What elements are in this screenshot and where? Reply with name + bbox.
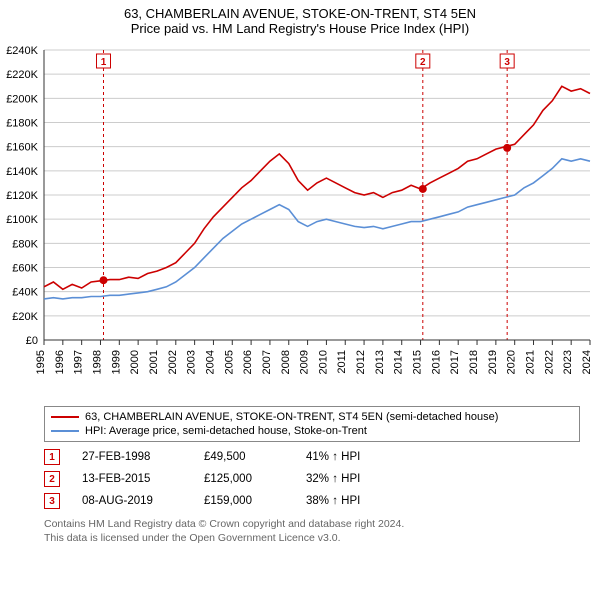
svg-text:£100K: £100K <box>6 214 38 226</box>
svg-text:£160K: £160K <box>6 142 38 154</box>
sale-hpi: 32% ↑ HPI <box>306 473 396 485</box>
svg-text:1996: 1996 <box>54 350 66 374</box>
sale-date: 13-FEB-2015 <box>82 473 182 485</box>
sale-hpi: 41% ↑ HPI <box>306 451 396 463</box>
svg-text:1995: 1995 <box>35 350 47 374</box>
legend-box: 63, CHAMBERLAIN AVENUE, STOKE-ON-TRENT, … <box>44 406 580 442</box>
svg-text:2008: 2008 <box>280 350 292 374</box>
svg-text:£0: £0 <box>26 335 38 347</box>
svg-text:2009: 2009 <box>299 350 311 374</box>
sale-row: 3 08-AUG-2019 £159,000 38% ↑ HPI <box>44 490 580 512</box>
svg-text:£80K: £80K <box>12 238 38 250</box>
footer-line: Contains HM Land Registry data © Crown c… <box>44 518 580 532</box>
sale-date: 08-AUG-2019 <box>82 495 182 507</box>
svg-text:2020: 2020 <box>506 350 518 374</box>
svg-text:2004: 2004 <box>204 350 216 374</box>
svg-text:2011: 2011 <box>336 350 348 374</box>
sale-date: 27-FEB-1998 <box>82 451 182 463</box>
sale-price: £159,000 <box>204 495 284 507</box>
svg-text:2012: 2012 <box>355 350 367 374</box>
legend-label-hpi: HPI: Average price, semi-detached house,… <box>85 425 367 437</box>
svg-text:2005: 2005 <box>223 350 235 374</box>
svg-text:£20K: £20K <box>12 311 38 323</box>
svg-text:2000: 2000 <box>129 350 141 374</box>
svg-text:2017: 2017 <box>449 350 461 374</box>
legend-row-hpi: HPI: Average price, semi-detached house,… <box>51 424 573 438</box>
sale-row: 1 27-FEB-1998 £49,500 41% ↑ HPI <box>44 446 580 468</box>
chart-title: 63, CHAMBERLAIN AVENUE, STOKE-ON-TRENT, … <box>0 0 600 21</box>
legend-swatch-hpi <box>51 430 79 432</box>
svg-text:2006: 2006 <box>242 350 254 374</box>
sale-hpi: 38% ↑ HPI <box>306 495 396 507</box>
svg-text:2010: 2010 <box>317 350 329 374</box>
svg-text:2013: 2013 <box>374 350 386 374</box>
legend-row-property: 63, CHAMBERLAIN AVENUE, STOKE-ON-TRENT, … <box>51 410 573 424</box>
sale-badge: 3 <box>44 493 60 509</box>
svg-text:2015: 2015 <box>412 350 424 374</box>
footer-attribution: Contains HM Land Registry data © Crown c… <box>44 518 580 545</box>
svg-text:2022: 2022 <box>543 350 555 374</box>
sale-badge: 2 <box>44 471 60 487</box>
svg-text:2: 2 <box>420 57 426 68</box>
svg-text:1999: 1999 <box>110 350 122 374</box>
svg-text:2021: 2021 <box>525 350 537 374</box>
svg-text:2007: 2007 <box>261 350 273 374</box>
chart-card: 63, CHAMBERLAIN AVENUE, STOKE-ON-TRENT, … <box>0 0 600 545</box>
svg-text:1: 1 <box>101 57 107 68</box>
sale-price: £125,000 <box>204 473 284 485</box>
footer-line: This data is licensed under the Open Gov… <box>44 532 580 546</box>
svg-text:£60K: £60K <box>12 263 38 275</box>
sale-row: 2 13-FEB-2015 £125,000 32% ↑ HPI <box>44 468 580 490</box>
svg-text:2019: 2019 <box>487 350 499 374</box>
svg-text:2023: 2023 <box>562 350 574 374</box>
svg-text:1998: 1998 <box>91 350 103 374</box>
legend-label-property: 63, CHAMBERLAIN AVENUE, STOKE-ON-TRENT, … <box>85 411 498 423</box>
line-chart-svg: £0 £20K £40K £60K £80K £100K £120K £140K £160K £1… <box>0 40 600 400</box>
svg-text:2018: 2018 <box>468 350 480 374</box>
svg-text:2002: 2002 <box>167 350 179 374</box>
svg-text:£240K: £240K <box>6 45 38 57</box>
svg-text:£220K: £220K <box>6 69 38 81</box>
svg-text:3: 3 <box>504 57 510 68</box>
svg-text:£200K: £200K <box>6 93 38 105</box>
sale-list: 1 27-FEB-1998 £49,500 41% ↑ HPI 2 13-FEB… <box>44 446 580 512</box>
svg-text:2003: 2003 <box>186 350 198 374</box>
svg-text:2016: 2016 <box>430 350 442 374</box>
sale-badge: 1 <box>44 449 60 465</box>
svg-text:2014: 2014 <box>393 350 405 374</box>
svg-text:1997: 1997 <box>73 350 85 374</box>
svg-text:£120K: £120K <box>6 190 38 202</box>
sale-price: £49,500 <box>204 451 284 463</box>
svg-text:£140K: £140K <box>6 166 38 178</box>
svg-text:£40K: £40K <box>12 287 38 299</box>
legend-swatch-property <box>51 416 79 418</box>
chart-subtitle: Price paid vs. HM Land Registry's House … <box>0 21 600 40</box>
svg-text:£180K: £180K <box>6 118 38 130</box>
chart-area: £0 £20K £40K £60K £80K £100K £120K £140K £160K £1… <box>0 40 600 400</box>
svg-text:2001: 2001 <box>148 350 160 374</box>
svg-text:2024: 2024 <box>581 350 593 374</box>
